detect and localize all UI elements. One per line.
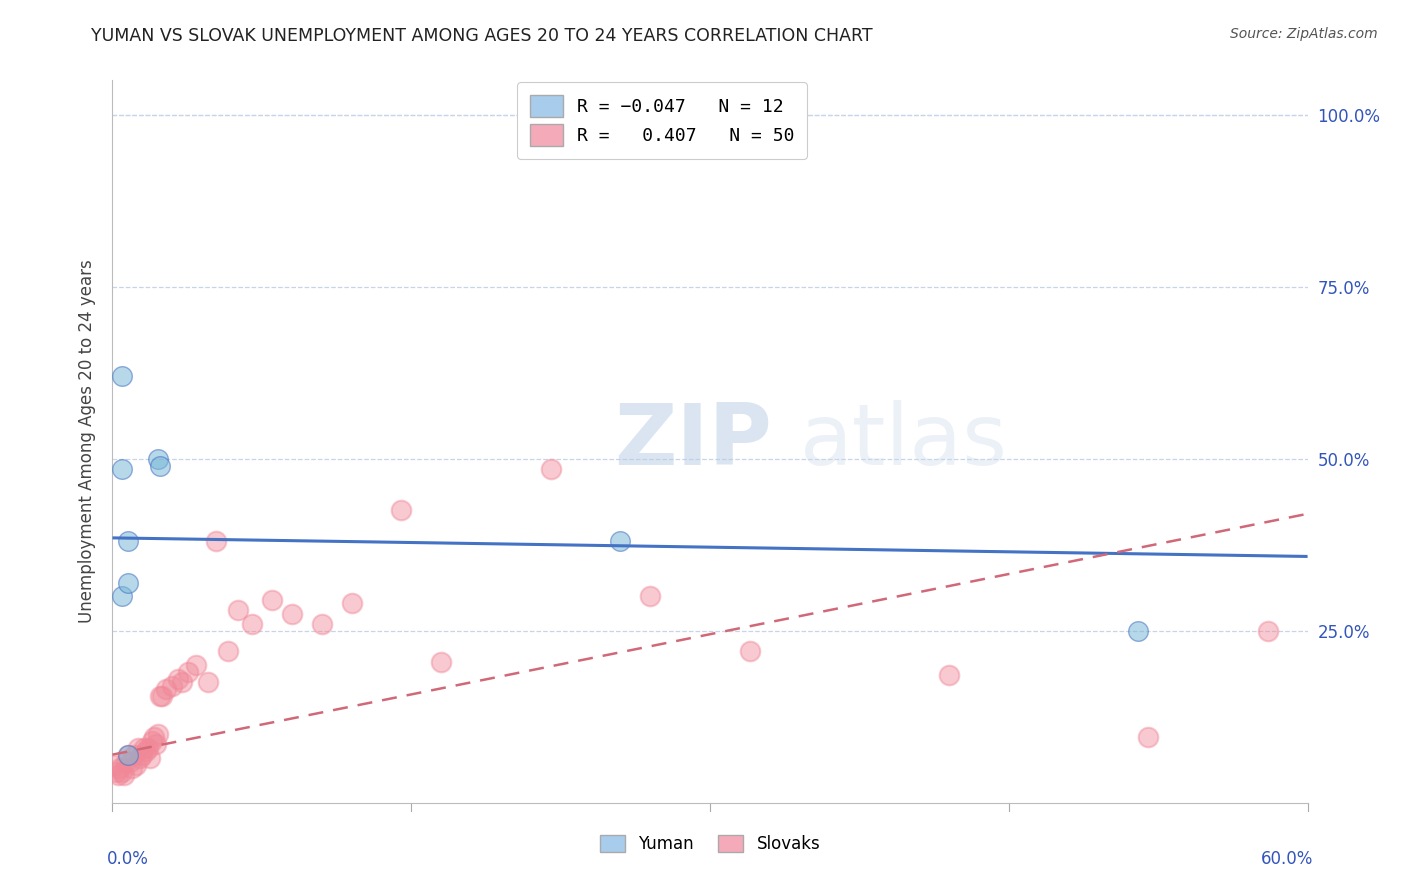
Point — [640, 590, 662, 604]
Point — [131, 747, 153, 762]
Point — [117, 534, 139, 549]
Point — [149, 689, 172, 703]
Point — [111, 462, 134, 476]
Text: atlas: atlas — [800, 400, 1008, 483]
Point — [117, 575, 139, 590]
Text: ZIP: ZIP — [614, 400, 772, 483]
Point — [124, 747, 146, 762]
Point — [134, 740, 156, 755]
Point — [145, 737, 167, 751]
Legend: Yuman, Slovaks: Yuman, Slovaks — [593, 828, 827, 860]
Point — [141, 734, 163, 748]
Point — [738, 644, 761, 658]
Point — [186, 658, 208, 673]
Point — [110, 761, 132, 775]
Point — [115, 755, 138, 769]
Point — [111, 590, 134, 604]
Point — [107, 768, 129, 782]
Point — [114, 768, 135, 782]
Point — [1137, 731, 1160, 745]
Point — [143, 731, 166, 745]
Point — [197, 675, 219, 690]
Point — [340, 596, 363, 610]
Point — [205, 534, 228, 549]
Point — [148, 727, 170, 741]
Y-axis label: Unemployment Among Ages 20 to 24 years: Unemployment Among Ages 20 to 24 years — [77, 260, 96, 624]
Point — [117, 747, 139, 762]
Point — [150, 689, 173, 703]
Point — [148, 451, 170, 466]
Point — [260, 592, 283, 607]
Point — [1128, 624, 1150, 638]
Point — [111, 369, 134, 384]
Point — [149, 458, 172, 473]
Point — [609, 534, 631, 549]
Point — [938, 668, 960, 682]
Point — [139, 751, 162, 765]
Point — [430, 655, 453, 669]
Point — [311, 616, 333, 631]
Point — [167, 672, 190, 686]
Point — [121, 761, 143, 775]
Point — [389, 503, 412, 517]
Point — [240, 616, 263, 631]
Text: 0.0%: 0.0% — [107, 850, 149, 868]
Text: YUMAN VS SLOVAK UNEMPLOYMENT AMONG AGES 20 TO 24 YEARS CORRELATION CHART: YUMAN VS SLOVAK UNEMPLOYMENT AMONG AGES … — [91, 27, 873, 45]
Point — [103, 758, 125, 772]
Point — [120, 755, 142, 769]
Point — [127, 740, 149, 755]
Point — [226, 603, 249, 617]
Point — [177, 665, 200, 679]
Point — [117, 747, 139, 762]
Point — [111, 764, 134, 779]
Text: Source: ZipAtlas.com: Source: ZipAtlas.com — [1230, 27, 1378, 41]
Point — [281, 607, 304, 621]
Point — [125, 758, 148, 772]
Point — [217, 644, 239, 658]
Point — [162, 679, 183, 693]
Point — [138, 740, 160, 755]
Point — [1257, 624, 1279, 638]
Point — [135, 744, 157, 758]
Text: 60.0%: 60.0% — [1261, 850, 1313, 868]
Point — [105, 764, 128, 779]
Point — [129, 751, 152, 765]
Point — [172, 675, 194, 690]
Point — [540, 462, 562, 476]
Point — [155, 682, 177, 697]
